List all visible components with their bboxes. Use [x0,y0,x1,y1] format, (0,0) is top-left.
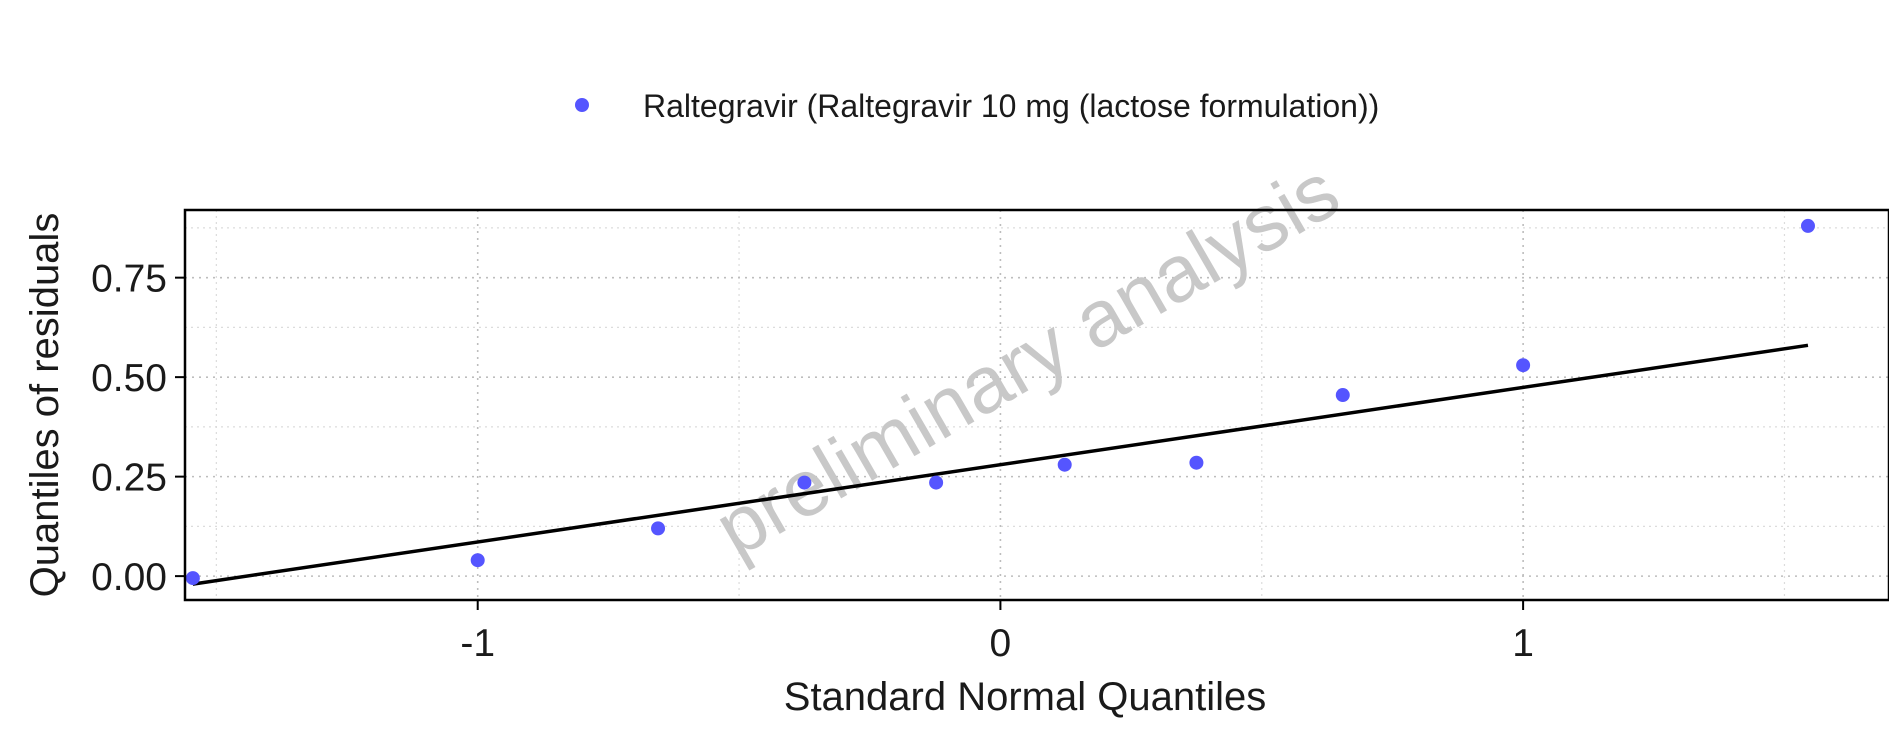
data-point [1516,358,1531,373]
data-point [651,521,666,536]
data-point [1189,455,1204,470]
x-tick-label: -1 [460,622,495,665]
data-point [470,553,485,568]
x-tick-label: 1 [1512,622,1534,665]
data-points [185,218,1815,586]
grid [185,210,1889,600]
legend-label: Raltegravir (Raltegravir 10 mg (lactose … [643,88,1379,124]
y-tick-label: 0.50 [91,357,167,400]
data-point [1800,218,1815,233]
reference-line [192,343,1809,586]
data-point [797,475,812,490]
x-axis-title: Standard Normal Quantiles [784,675,1266,719]
data-point [929,475,944,490]
plot-border [183,208,1889,602]
y-tick-label: 0.25 [91,457,167,500]
data-point [1335,388,1350,403]
x-tick-label: 0 [990,622,1012,665]
y-axis-title: Quantiles of residuals [23,213,67,598]
data-point [1057,457,1072,472]
axes: -1 0 1 0.00 0.25 0.50 0.75 [91,258,1534,665]
data-point [185,571,200,586]
y-tick-label: 0.00 [91,556,167,599]
legend-marker [575,98,589,112]
legend: Raltegravir (Raltegravir 10 mg (lactose … [575,88,1379,124]
y-tick-label: 0.75 [91,258,167,301]
